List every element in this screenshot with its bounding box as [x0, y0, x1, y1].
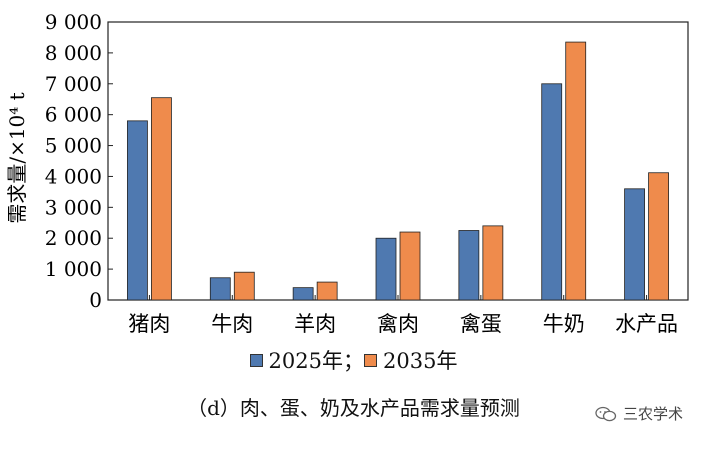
y-tick-label: 1 000	[45, 257, 102, 281]
x-tick-label: 牛肉	[211, 312, 253, 336]
x-tick-label: 禽蛋	[460, 312, 502, 336]
legend-label-2035: 2035年	[383, 349, 458, 373]
watermark-text: 三农学术	[622, 405, 683, 423]
bar-羊肉-0	[292, 287, 314, 301]
bar-禽蛋-0	[458, 230, 480, 301]
bar-水产品-1	[648, 172, 669, 301]
bar-牛肉-0	[209, 277, 231, 301]
legend-label-2025: 2025年；	[268, 349, 364, 373]
legend: 2025年； 2035年	[0, 345, 707, 375]
x-tick-label: 禽肉	[377, 312, 419, 336]
y-tick-label: 5 000	[45, 134, 102, 158]
bar-羊肉-1	[316, 281, 338, 301]
legend-swatch-2035	[364, 353, 377, 367]
bar-猪肉-1	[151, 97, 172, 301]
y-tick-label: 8 000	[45, 41, 102, 65]
watermark: 三农学术	[595, 403, 683, 424]
bar-猪肉-0	[127, 120, 148, 301]
y-tick-label: 0	[89, 288, 102, 312]
wechat-icon	[595, 406, 617, 421]
y-tick-label: 7 000	[45, 72, 102, 96]
bar-禽肉-0	[375, 237, 397, 301]
legend-item-2025: 2025年；	[249, 345, 364, 375]
bar-水产品-0	[624, 188, 645, 301]
bar-牛奶-1	[565, 41, 587, 301]
bar-牛奶-0	[541, 83, 563, 301]
figure-caption: （d）肉、蛋、奶及水产品需求量预测	[187, 396, 520, 420]
y-tick-label: 3 000	[45, 195, 102, 219]
y-axis-label: 需求量/×10⁴ t	[5, 92, 29, 223]
legend-item-2035: 2035年	[364, 345, 457, 375]
bar-禽蛋-1	[482, 225, 504, 301]
legend-swatch-2025	[249, 353, 263, 367]
plot-frame	[107, 21, 689, 301]
x-tick-label: 羊肉	[294, 312, 336, 336]
y-tick-label: 6 000	[45, 103, 102, 127]
y-tick-label: 2 000	[45, 226, 102, 250]
x-tick-label: 水产品	[615, 312, 678, 336]
x-tick-label: 牛奶	[543, 312, 585, 336]
bar-禽肉-1	[399, 231, 421, 301]
x-tick-label: 猪肉	[128, 312, 170, 336]
bar-chart: 0 1 000 2 000 3 000 4 000 5 000 6 000 7 000 8 00…	[5, 10, 689, 336]
y-tick-label: 9 000	[45, 10, 102, 34]
bar-牛肉-1	[233, 271, 255, 301]
y-tick-label: 4 000	[45, 164, 102, 188]
